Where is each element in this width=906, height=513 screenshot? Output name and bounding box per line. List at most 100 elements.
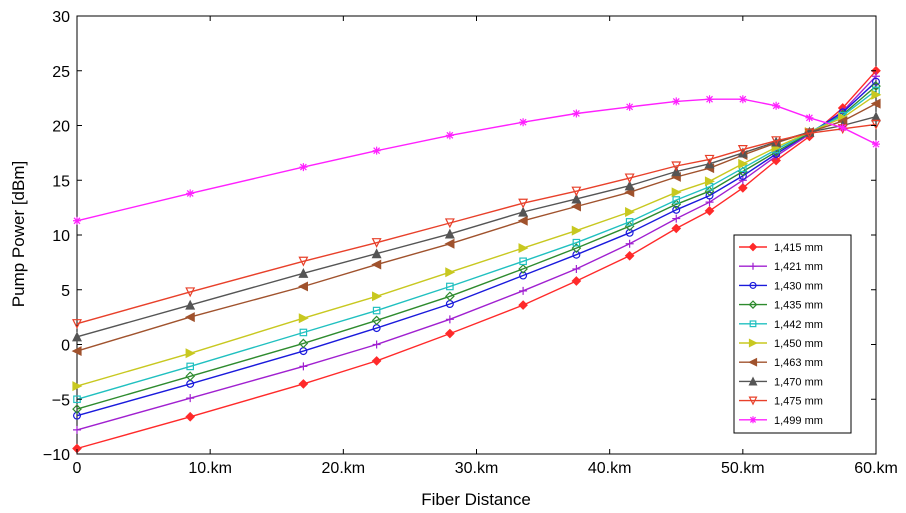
data-point [444,238,455,249]
data-point [372,306,381,315]
legend-label: 1,421 mm [774,261,823,273]
data-point [704,206,715,216]
data-point [298,379,309,389]
x-axis-label: Fiber Distance [421,490,531,509]
data-point [705,191,714,200]
data-point [871,119,881,130]
data-point [671,223,682,234]
data-point [444,218,455,229]
data-point [445,267,456,278]
data-point [738,95,747,104]
data-point [444,228,455,239]
data-point [771,136,782,147]
data-point [445,131,454,140]
x-tick-label: 50.km [721,460,765,477]
legend-label: 1,435 mm [774,300,823,312]
data-point [518,300,528,310]
legend-item: 1,415 mm [739,242,823,254]
data-point [749,416,757,424]
data-point [445,291,455,302]
data-point [571,225,582,236]
data-point [805,113,814,122]
data-point [624,250,635,261]
data-point [738,171,747,180]
x-tick-label: 30.km [455,460,499,477]
data-point [72,404,82,414]
data-point [672,205,681,214]
data-point [186,394,195,403]
data-point [572,109,581,118]
legend-item: 1,435 mm [739,300,823,312]
y-tick-label: 0 [61,338,70,355]
data-point [299,163,308,172]
y-tick-label: −10 [43,447,70,464]
data-point [298,256,309,267]
legend-label: 1,499 mm [774,415,823,427]
data-point [737,144,748,155]
data-point [185,299,196,310]
x-tick-label: 60.km [854,460,898,477]
data-point [738,176,747,185]
data-point [872,140,880,149]
data-point [445,328,455,339]
series-10 [73,95,880,225]
legend-item: 1,430 mm [739,280,823,292]
data-point [519,118,528,127]
data-point [624,173,635,184]
data-point [572,264,581,273]
data-point [672,214,681,223]
series-line [76,123,877,325]
data-point [519,286,528,295]
data-point [838,123,847,132]
data-point [299,362,308,371]
x-tick-label: 10.km [188,460,232,477]
data-point [518,264,528,274]
data-point [671,166,682,177]
legend-item: 1,470 mm [739,376,823,388]
y-tick-label: 10 [52,228,70,245]
data-point [446,282,454,291]
data-point [518,206,529,217]
data-point [371,238,382,249]
legend-item: 1,499 mm [739,415,823,427]
data-point [372,146,381,155]
y-tick-label: 20 [52,119,70,136]
data-point [517,215,528,226]
data-point [185,411,196,422]
data-point [625,239,634,248]
data-point [185,348,196,359]
data-point [298,313,309,324]
y-tick-label: 25 [52,64,70,81]
x-tick-label: 0 [73,460,82,477]
series-6 [72,89,882,392]
data-point [737,183,748,193]
y-tick-label: −5 [52,392,70,409]
data-point [705,95,714,104]
data-point [871,77,880,86]
legend-item: 1,463 mm [739,357,823,369]
legend-label: 1,450 mm [774,338,823,350]
data-point [185,371,196,382]
data-point [748,396,758,406]
data-point [671,187,682,198]
data-point [186,362,194,371]
legend-item: 1,442 mm [739,319,823,331]
ticks-layer: 0 10.km 20.km 30.km 40.km 50.km 60.km −10 −5 0 5 10… [43,9,898,477]
data-point [298,338,309,349]
data-point [445,315,454,324]
x-tick-label: 20.km [322,460,366,477]
data-point [749,320,757,328]
y-axis-label: Pump Power [dBm] [9,161,28,307]
data-point [371,259,382,270]
data-point [372,340,381,349]
y-tick-label: 15 [52,173,70,190]
data-point [298,267,309,278]
data-point [871,89,882,100]
data-point [372,291,382,302]
series-2 [73,72,880,434]
data-point [185,287,196,298]
data-point [518,243,529,254]
data-point [748,357,758,367]
data-point [571,276,582,286]
